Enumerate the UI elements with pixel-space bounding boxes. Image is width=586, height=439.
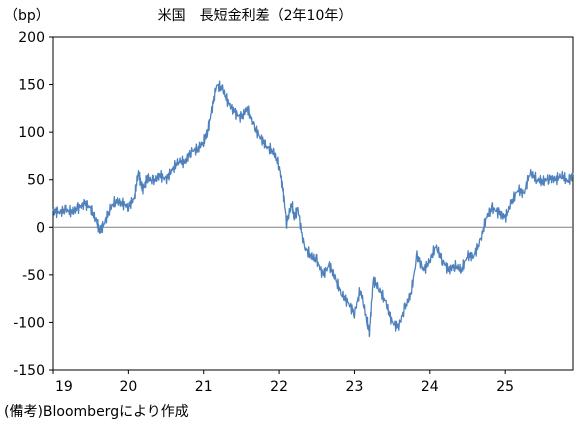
y-tick-label: 150 bbox=[18, 78, 45, 94]
x-tick-label: 19 bbox=[55, 379, 73, 395]
y-tick-label: 200 bbox=[18, 30, 45, 46]
x-tick-label: 24 bbox=[421, 379, 439, 395]
plot-border bbox=[52, 36, 574, 371]
y-tick-label: 50 bbox=[27, 173, 45, 189]
y-tick-label: 0 bbox=[36, 220, 45, 236]
x-tick-label: 22 bbox=[270, 379, 288, 395]
x-tick-label: 23 bbox=[346, 379, 364, 395]
y-axis-unit-label: （bp） bbox=[4, 8, 50, 24]
x-tick-label: 21 bbox=[195, 379, 213, 395]
y-tick-label: -100 bbox=[13, 315, 45, 331]
x-tick-label: 25 bbox=[496, 379, 514, 395]
plot-area bbox=[52, 36, 574, 371]
chart-title: 米国 長短金利差（2年10年） bbox=[158, 8, 353, 24]
series-line-spread bbox=[52, 80, 574, 338]
y-tick-label: -50 bbox=[22, 268, 45, 284]
y-tick-label: -150 bbox=[13, 363, 45, 379]
y-tick-label: 100 bbox=[18, 125, 45, 141]
x-tick-label: 20 bbox=[119, 379, 137, 395]
y-axis: 200 150 100 50 0 -50 -100 -150 bbox=[13, 30, 53, 379]
x-axis: 19 20 21 22 23 24 25 bbox=[52, 370, 514, 395]
source-note: (備考)Bloombergにより作成 bbox=[4, 404, 189, 420]
